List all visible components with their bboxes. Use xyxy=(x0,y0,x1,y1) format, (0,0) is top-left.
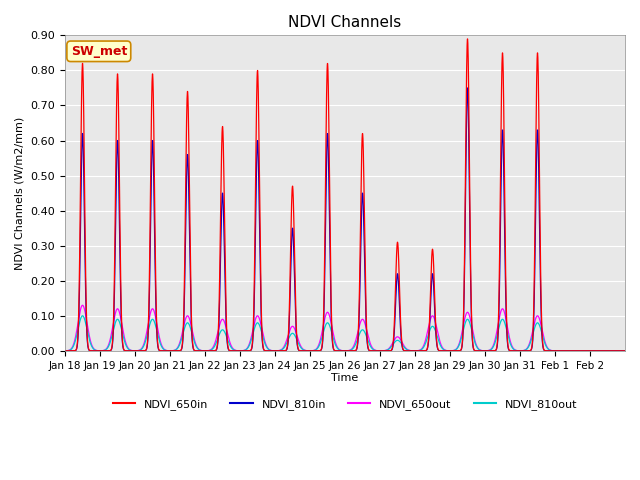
NDVI_810out xyxy=(526,340,534,346)
NDVI_650out xyxy=(177,335,185,340)
NDVI_810out xyxy=(396,339,404,345)
NDVI_650in xyxy=(396,293,404,299)
NDVI_650out xyxy=(79,302,86,308)
Text: SW_met: SW_met xyxy=(70,45,127,58)
NDVI_810in xyxy=(366,348,374,354)
NDVI_650out xyxy=(366,339,374,345)
Line: NDVI_810in: NDVI_810in xyxy=(65,88,625,351)
NDVI_650in xyxy=(526,348,534,353)
NDVI_650in xyxy=(177,347,185,353)
Line: NDVI_650in: NDVI_650in xyxy=(65,39,625,351)
NDVI_810in xyxy=(396,309,404,315)
NDVI_650in xyxy=(551,348,559,354)
Line: NDVI_810out: NDVI_810out xyxy=(65,316,625,351)
NDVI_650out xyxy=(396,336,404,341)
NDVI_810out xyxy=(61,348,69,354)
NDVI_650in xyxy=(499,52,507,58)
NDVI_810out xyxy=(541,340,548,346)
NDVI_810in xyxy=(61,348,69,354)
NDVI_650out xyxy=(541,338,548,344)
NDVI_650out xyxy=(61,348,69,354)
NDVI_650out xyxy=(499,306,507,312)
NDVI_650in xyxy=(463,36,471,42)
NDVI_810out xyxy=(79,313,86,319)
NDVI_650out xyxy=(526,338,534,344)
X-axis label: Time: Time xyxy=(332,373,358,384)
Legend: NDVI_650in, NDVI_810in, NDVI_650out, NDVI_810out: NDVI_650in, NDVI_810in, NDVI_650out, NDV… xyxy=(108,395,582,415)
NDVI_810out xyxy=(621,348,629,354)
NDVI_650out xyxy=(621,348,629,354)
Title: NDVI Channels: NDVI Channels xyxy=(289,15,402,30)
NDVI_650out xyxy=(551,348,559,354)
NDVI_810out xyxy=(366,342,374,348)
NDVI_650in xyxy=(61,348,69,354)
NDVI_810in xyxy=(526,348,534,354)
NDVI_650in xyxy=(366,348,374,354)
NDVI_810in xyxy=(541,348,548,353)
NDVI_810out xyxy=(177,337,185,343)
NDVI_810in xyxy=(621,348,629,354)
Y-axis label: NDVI Channels (W/m2/mm): NDVI Channels (W/m2/mm) xyxy=(15,117,25,270)
NDVI_810out xyxy=(551,348,559,354)
NDVI_650in xyxy=(541,348,548,353)
NDVI_650in xyxy=(621,348,629,354)
Line: NDVI_650out: NDVI_650out xyxy=(65,305,625,351)
NDVI_810in xyxy=(499,129,507,134)
NDVI_810in xyxy=(177,347,185,353)
NDVI_810out xyxy=(499,316,507,322)
NDVI_810in xyxy=(551,348,559,354)
NDVI_810in xyxy=(463,85,471,91)
